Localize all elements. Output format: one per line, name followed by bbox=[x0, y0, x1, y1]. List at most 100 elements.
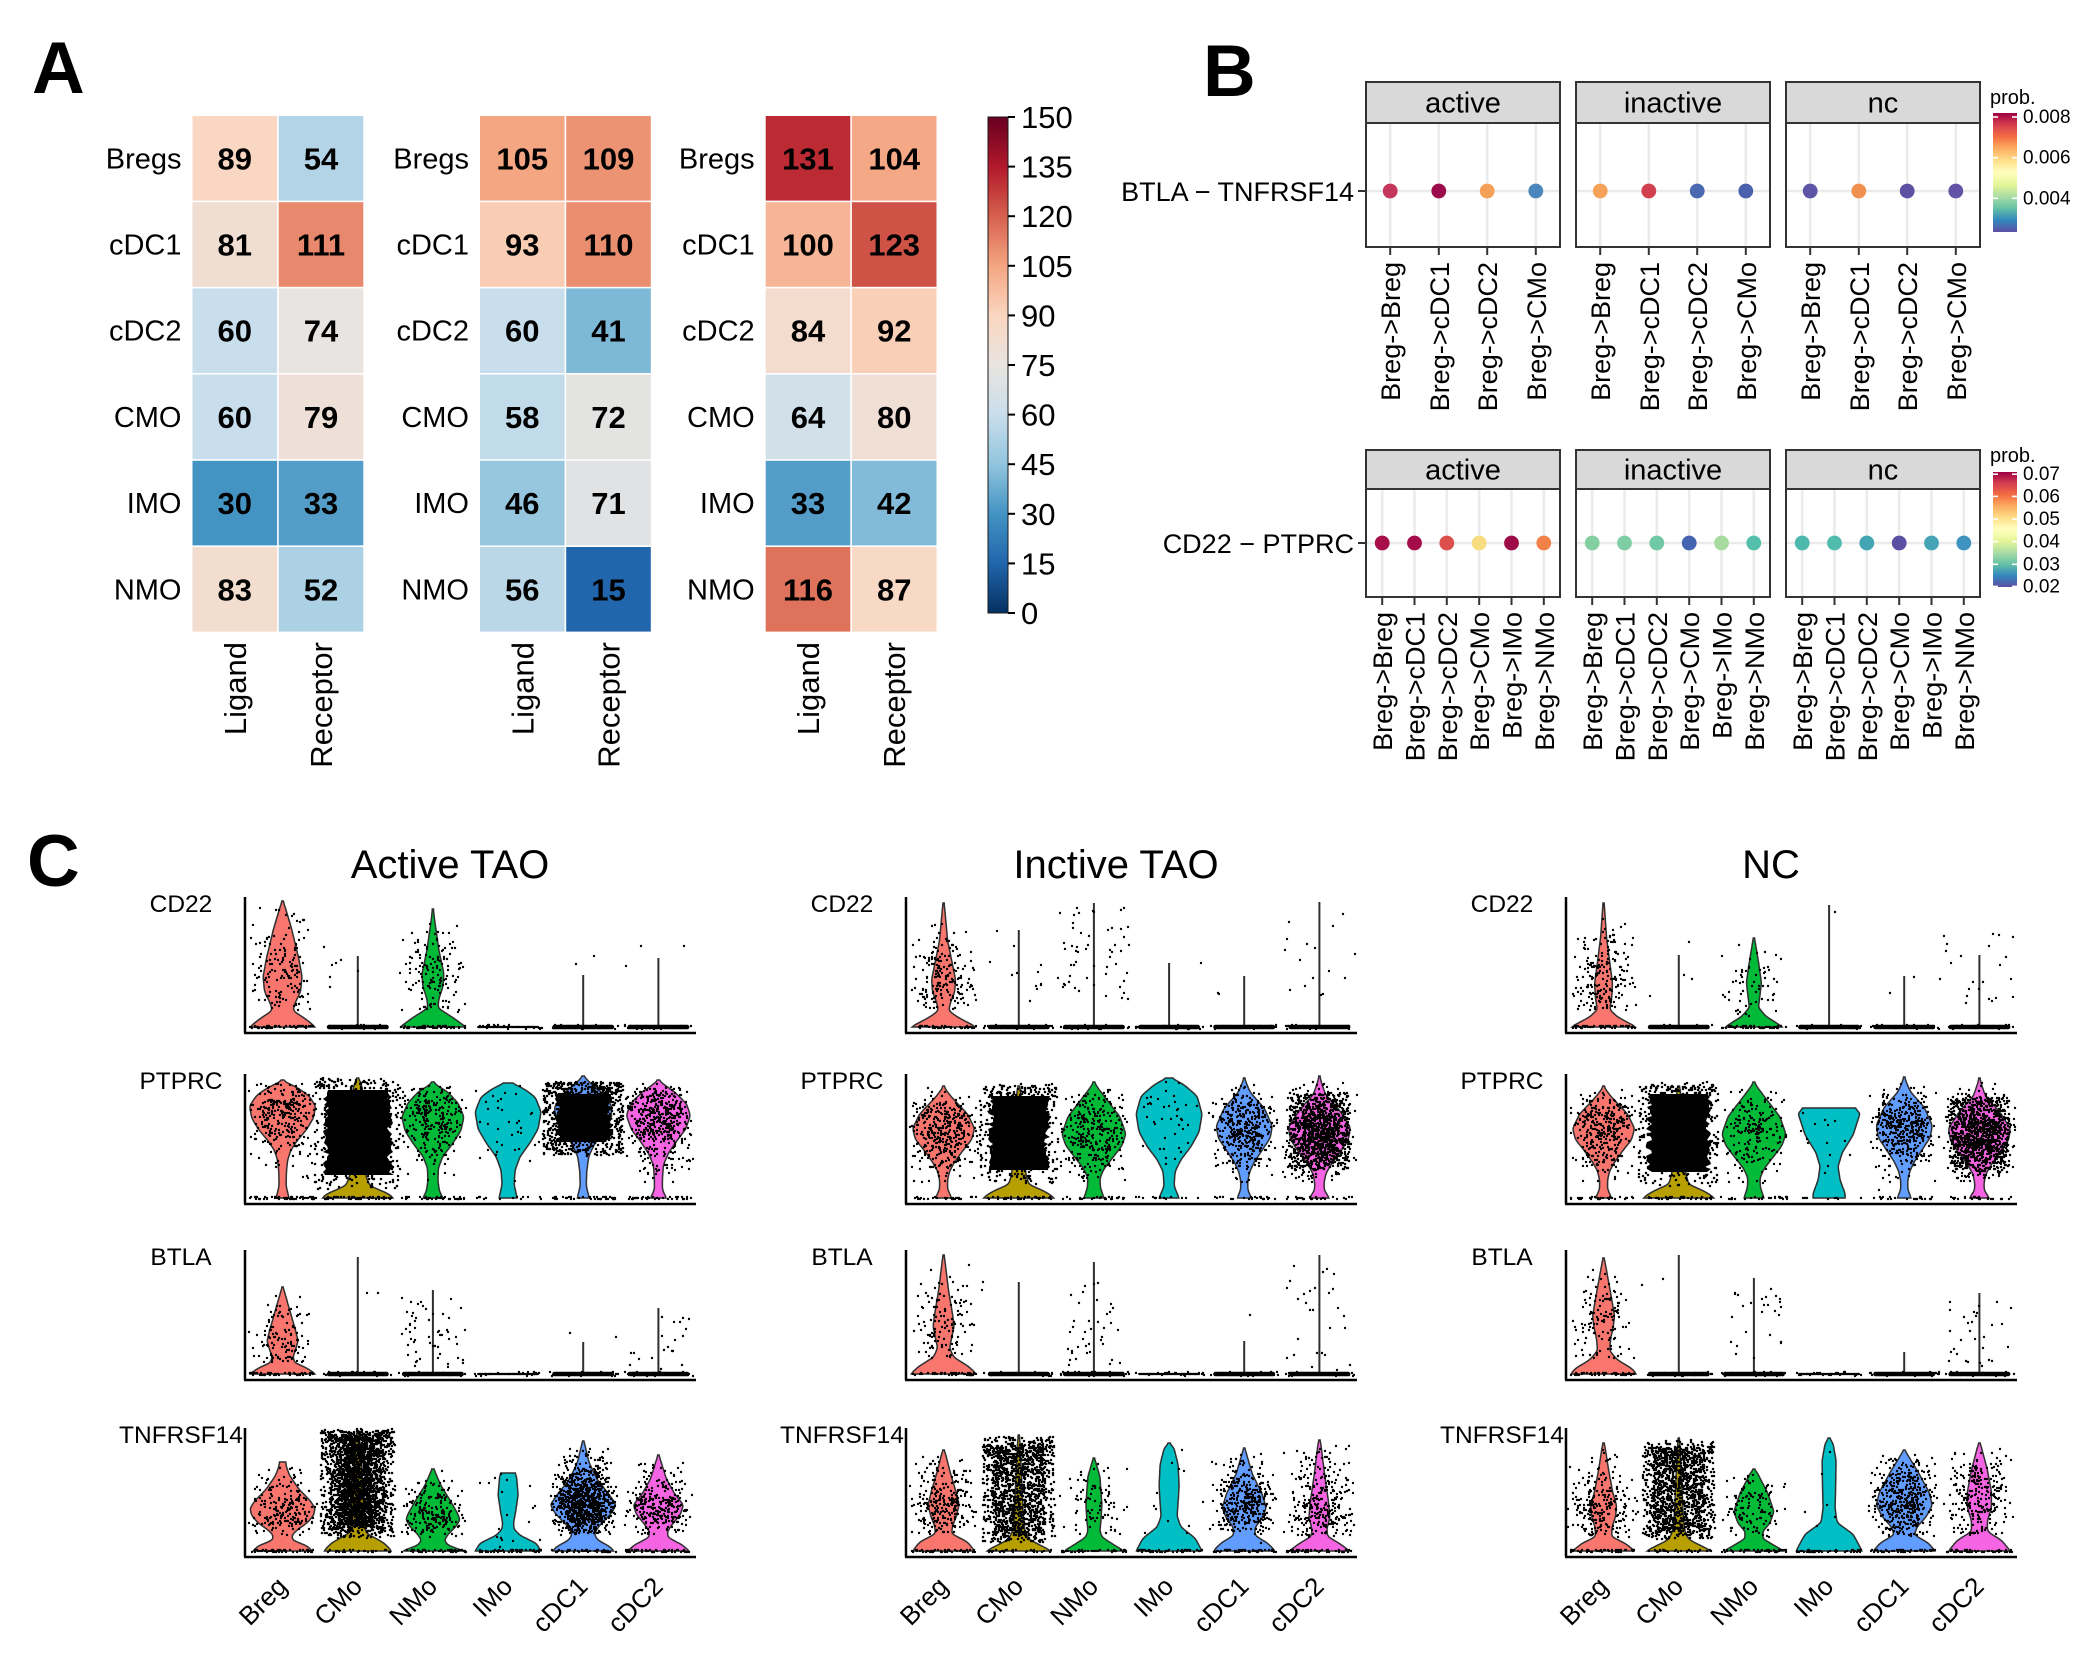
svg-text:Breg->Breg: Breg->Breg bbox=[1796, 262, 1826, 401]
svg-text:cDC1: cDC1 bbox=[396, 230, 469, 262]
svg-text:72: 72 bbox=[591, 400, 625, 435]
svg-text:Breg->IMo: Breg->IMo bbox=[1498, 612, 1528, 739]
svg-text:TNFRSF14: TNFRSF14 bbox=[1440, 1422, 1564, 1449]
svg-text:0.05: 0.05 bbox=[2023, 509, 2060, 530]
svg-text:0.006: 0.006 bbox=[2023, 148, 2071, 169]
svg-text:Inctive TAO: Inctive TAO bbox=[1013, 843, 1218, 887]
svg-text:131: 131 bbox=[782, 141, 834, 176]
svg-text:92: 92 bbox=[877, 314, 911, 349]
svg-text:42: 42 bbox=[877, 486, 911, 521]
svg-text:Ligand: Ligand bbox=[218, 642, 253, 735]
svg-text:cDC1: cDC1 bbox=[682, 230, 755, 262]
svg-text:46: 46 bbox=[505, 486, 539, 521]
svg-text:0.06: 0.06 bbox=[2023, 486, 2060, 507]
svg-text:135: 135 bbox=[1021, 150, 1073, 185]
svg-text:120: 120 bbox=[1021, 199, 1073, 234]
svg-text:33: 33 bbox=[304, 486, 338, 521]
svg-text:TNFRSF14: TNFRSF14 bbox=[780, 1422, 904, 1449]
svg-text:15: 15 bbox=[591, 572, 625, 607]
svg-text:Breg->cDC2: Breg->cDC2 bbox=[1643, 612, 1673, 761]
svg-text:0.02: 0.02 bbox=[2023, 576, 2060, 597]
svg-text:Breg->cDC2: Breg->cDC2 bbox=[1853, 612, 1883, 761]
svg-text:109: 109 bbox=[583, 141, 635, 176]
svg-text:0.03: 0.03 bbox=[2023, 554, 2060, 575]
svg-text:60: 60 bbox=[218, 314, 252, 349]
svg-text:84: 84 bbox=[791, 314, 826, 349]
svg-text:60: 60 bbox=[505, 314, 539, 349]
svg-text:prob.: prob. bbox=[1990, 445, 2036, 467]
svg-text:Ligand: Ligand bbox=[505, 642, 540, 735]
svg-text:58: 58 bbox=[505, 400, 539, 435]
svg-text:Breg->cDC2: Breg->cDC2 bbox=[1683, 262, 1713, 411]
svg-text:0.004: 0.004 bbox=[2023, 188, 2071, 209]
svg-text:IMO: IMO bbox=[414, 488, 469, 520]
svg-text:CD22: CD22 bbox=[150, 891, 213, 918]
svg-text:Breg->Breg: Breg->Breg bbox=[1376, 262, 1406, 401]
svg-text:64: 64 bbox=[791, 400, 826, 435]
svg-text:C: C bbox=[27, 821, 80, 902]
svg-text:Breg->Breg: Breg->Breg bbox=[1788, 612, 1818, 751]
svg-text:NMO: NMO bbox=[114, 574, 182, 606]
svg-text:87: 87 bbox=[877, 572, 911, 607]
svg-text:Receptor: Receptor bbox=[592, 642, 627, 768]
svg-text:prob.: prob. bbox=[1990, 87, 2036, 109]
svg-text:CD22: CD22 bbox=[1471, 891, 1534, 918]
svg-text:Breg->cDC2: Breg->cDC2 bbox=[1893, 262, 1923, 411]
svg-text:PTPRC: PTPRC bbox=[1460, 1068, 1543, 1095]
svg-text:CMO: CMO bbox=[687, 402, 755, 434]
svg-text:79: 79 bbox=[304, 400, 338, 435]
svg-text:Breg->NMo: Breg->NMo bbox=[1740, 612, 1770, 751]
svg-text:inactive: inactive bbox=[1624, 88, 1722, 120]
svg-text:15: 15 bbox=[1021, 546, 1055, 581]
svg-text:NMO: NMO bbox=[401, 574, 469, 606]
svg-text:0.008: 0.008 bbox=[2023, 107, 2071, 128]
svg-text:Breg->IMo: Breg->IMo bbox=[1918, 612, 1948, 739]
svg-text:80: 80 bbox=[877, 400, 911, 435]
svg-text:Breg->Breg: Breg->Breg bbox=[1586, 262, 1616, 401]
svg-text:inactive: inactive bbox=[1624, 455, 1722, 487]
svg-text:Breg->NMo: Breg->NMo bbox=[1950, 612, 1980, 751]
svg-text:Breg->cDC1: Breg->cDC1 bbox=[1635, 262, 1665, 411]
svg-text:PTPRC: PTPRC bbox=[800, 1068, 883, 1095]
svg-text:71: 71 bbox=[591, 486, 625, 521]
svg-text:cDC2: cDC2 bbox=[109, 316, 182, 348]
svg-text:Receptor: Receptor bbox=[304, 642, 339, 768]
svg-text:45: 45 bbox=[1021, 447, 1055, 482]
svg-text:CMO: CMO bbox=[114, 402, 182, 434]
svg-text:Breg->cDC1: Breg->cDC1 bbox=[1611, 612, 1641, 761]
svg-text:123: 123 bbox=[868, 228, 920, 263]
svg-text:104: 104 bbox=[868, 141, 920, 176]
svg-text:52: 52 bbox=[304, 572, 338, 607]
svg-text:Breg->cDC1: Breg->cDC1 bbox=[1401, 612, 1431, 761]
svg-text:105: 105 bbox=[496, 141, 548, 176]
svg-text:93: 93 bbox=[505, 228, 539, 263]
svg-text:B: B bbox=[1203, 31, 1256, 112]
svg-text:cDC2: cDC2 bbox=[396, 316, 469, 348]
svg-text:Breg->CMo: Breg->CMo bbox=[1732, 262, 1762, 401]
svg-text:TNFRSF14: TNFRSF14 bbox=[119, 1422, 243, 1449]
svg-text:IMO: IMO bbox=[127, 488, 182, 520]
svg-text:Breg->cDC2: Breg->cDC2 bbox=[1433, 612, 1463, 761]
svg-text:Ligand: Ligand bbox=[791, 642, 826, 735]
svg-text:150: 150 bbox=[1021, 100, 1073, 135]
svg-text:33: 33 bbox=[791, 486, 825, 521]
svg-text:cDC1: cDC1 bbox=[109, 230, 182, 262]
svg-text:89: 89 bbox=[218, 141, 252, 176]
svg-text:0.04: 0.04 bbox=[2023, 532, 2060, 553]
svg-text:IMO: IMO bbox=[700, 488, 755, 520]
svg-text:Breg->CMo: Breg->CMo bbox=[1675, 612, 1705, 751]
svg-text:Breg->cDC1: Breg->cDC1 bbox=[1821, 612, 1851, 761]
svg-text:CMO: CMO bbox=[401, 402, 469, 434]
svg-text:BTLA: BTLA bbox=[1471, 1244, 1533, 1271]
svg-text:A: A bbox=[32, 28, 85, 109]
svg-text:Breg->cDC1: Breg->cDC1 bbox=[1845, 262, 1875, 411]
svg-text:81: 81 bbox=[218, 228, 252, 263]
svg-text:PTPRC: PTPRC bbox=[139, 1068, 222, 1095]
svg-text:Breg->Breg: Breg->Breg bbox=[1578, 612, 1608, 751]
svg-text:90: 90 bbox=[1021, 298, 1055, 333]
svg-text:Breg->CMo: Breg->CMo bbox=[1465, 612, 1495, 751]
svg-text:nc: nc bbox=[1868, 455, 1899, 487]
svg-text:Breg->cDC2: Breg->cDC2 bbox=[1473, 262, 1503, 411]
svg-text:Breg->CMo: Breg->CMo bbox=[1942, 262, 1972, 401]
svg-text:0.07: 0.07 bbox=[2023, 464, 2060, 485]
